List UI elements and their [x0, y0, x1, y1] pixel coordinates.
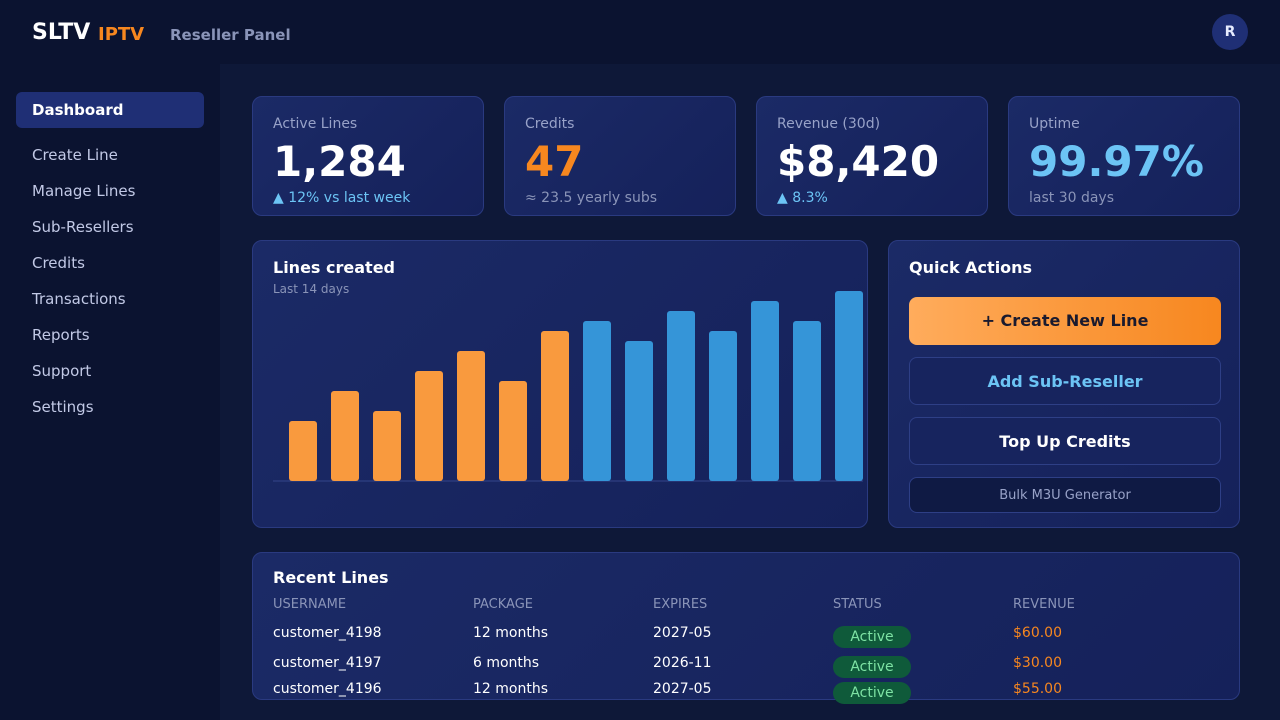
bar [709, 331, 737, 481]
recent-lines: Recent Lines USERNAME PACKAGE EXPIRES STATU… [252, 552, 1240, 704]
bar [331, 391, 359, 481]
stat-value: 99.97% [1029, 137, 1204, 186]
column-header: USERNAME [273, 597, 347, 612]
stat-note: ▲ 12% vs last week [273, 190, 411, 206]
stat-card: Revenue (30d) $8,420 ▲ 8.3% [756, 96, 988, 216]
stat-card: Active Lines 1,284 ▲ 12% vs last week [252, 96, 484, 216]
chart-panel: Lines created Last 14 days [252, 240, 868, 528]
status-pill: Active [833, 656, 911, 678]
nav-item[interactable]: Support [32, 362, 92, 380]
stat-note: last 30 days [1029, 190, 1115, 206]
cell: customer_4197 [273, 655, 382, 671]
bar [583, 321, 611, 481]
status-pill: Active [833, 626, 911, 648]
action-button[interactable]: + Create New Line [909, 297, 1221, 345]
cell: 12 months [473, 681, 548, 697]
cell: $55.00 [1013, 681, 1062, 697]
nav-item[interactable]: Reports [32, 326, 90, 344]
nav-item[interactable]: Create Line [32, 146, 118, 164]
stat-value: $8,420 [777, 137, 940, 186]
cell: 2027-05 [653, 625, 712, 641]
column-header: PACKAGE [473, 597, 533, 612]
action-button[interactable]: Bulk M3U Generator [909, 477, 1221, 513]
brand-accent: IPTV [98, 24, 145, 45]
cell: $60.00 [1013, 625, 1062, 641]
column-header: STATUS [833, 597, 882, 612]
column-header: EXPIRES [653, 597, 708, 612]
stat-value: 47 [525, 137, 584, 186]
nav-item[interactable]: Credits [32, 254, 85, 272]
status-pill: Active [833, 682, 911, 704]
stat-card: Credits 47 ≈ 23.5 yearly subs [504, 96, 736, 216]
bar [373, 411, 401, 481]
qa-title: Quick Actions [909, 258, 1033, 277]
action-button[interactable]: Top Up Credits [909, 417, 1221, 465]
stat-label: Uptime [1029, 116, 1080, 132]
bar [625, 341, 653, 481]
panel-subtitle: Reseller Panel [170, 26, 291, 44]
bar [415, 371, 443, 481]
nav-item[interactable]: Manage Lines [32, 182, 136, 200]
recent-title: Recent Lines [273, 568, 389, 587]
bar [541, 331, 569, 481]
cell: $30.00 [1013, 655, 1062, 671]
cell: customer_4196 [273, 681, 382, 697]
nav-item[interactable]: Transactions [32, 290, 126, 308]
stat-card: Uptime 99.97% last 30 days [1008, 96, 1240, 216]
chart [273, 291, 863, 482]
chart-subtitle: Last 14 days [273, 282, 350, 296]
cell: customer_4198 [273, 625, 382, 641]
avatar[interactable]: R [1212, 14, 1248, 50]
bar [835, 291, 863, 481]
column-header: REVENUE [1013, 597, 1075, 612]
stat-label: Active Lines [273, 116, 358, 132]
brand: SLTV [32, 20, 91, 45]
bar [667, 311, 695, 481]
stat-value: 1,284 [273, 137, 406, 186]
bar [457, 351, 485, 481]
cell: 6 months [473, 655, 540, 671]
bar [289, 421, 317, 481]
bar [793, 321, 821, 481]
cell: 2027-05 [653, 681, 712, 697]
bar [751, 301, 779, 481]
cell: 12 months [473, 625, 548, 641]
stat-label: Revenue (30d) [777, 116, 881, 132]
nav-item[interactable]: Sub-Resellers [32, 218, 134, 236]
action-button[interactable]: Add Sub-Reseller [909, 357, 1221, 405]
nav-item[interactable]: Settings [32, 398, 94, 416]
chart-title: Lines created [273, 258, 395, 277]
cell: 2026-11 [653, 655, 712, 671]
stat-note: ≈ 23.5 yearly subs [525, 190, 658, 206]
stat-label: Credits [525, 116, 575, 132]
nav-item[interactable]: Dashboard [16, 92, 204, 128]
quick-actions: Quick Actions + Create New Line Add Sub-R… [888, 240, 1240, 528]
stat-note: ▲ 8.3% [777, 190, 828, 206]
bar [499, 381, 527, 481]
